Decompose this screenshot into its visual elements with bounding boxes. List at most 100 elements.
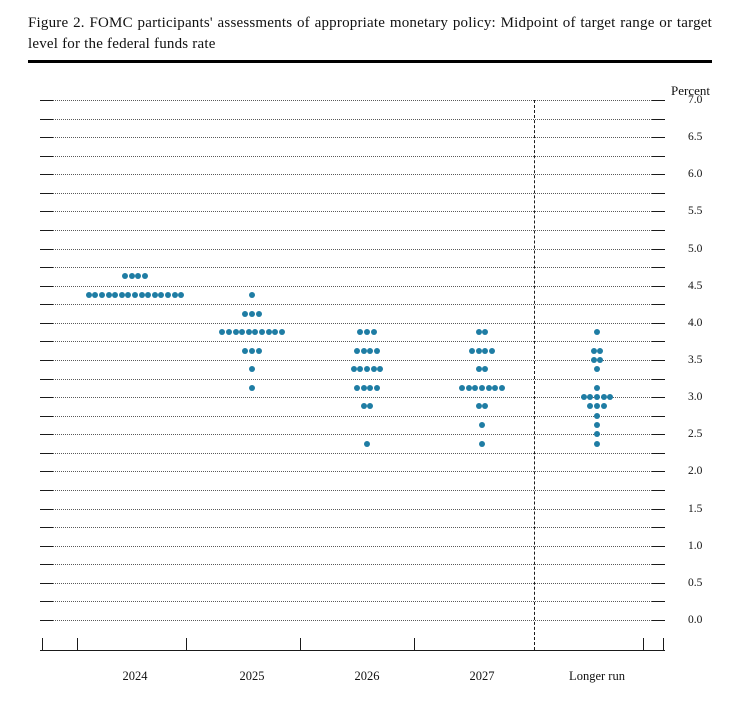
projection-dot <box>92 292 99 298</box>
projection-dot <box>364 366 370 373</box>
projection-dot <box>125 292 132 298</box>
projection-dot <box>465 384 472 391</box>
projection-dot <box>594 403 600 410</box>
y-axis-tick-label: 0.0 <box>688 614 703 626</box>
gridline-right-tick <box>652 322 665 324</box>
projection-dot <box>587 394 594 401</box>
projection-dot <box>219 329 226 336</box>
projection-dot <box>138 292 145 298</box>
gridline-left-tick <box>40 527 53 529</box>
projection-dot <box>479 384 485 391</box>
y-axis-tick-label: 5.0 <box>688 242 703 255</box>
projection-dot <box>594 412 600 419</box>
x-axis-line <box>40 650 665 651</box>
projection-dot <box>249 347 255 354</box>
projection-dot <box>580 394 587 401</box>
projection-dot <box>590 347 597 354</box>
title-rule <box>28 60 712 63</box>
gridline-right-tick <box>652 508 665 510</box>
projection-dot <box>272 329 279 336</box>
gridline-right-tick <box>652 452 665 454</box>
projection-dot <box>360 403 367 410</box>
gridline-left-tick <box>40 267 53 269</box>
y-axis-tick-label: 5.5 <box>688 205 703 218</box>
axis-tick <box>414 638 415 650</box>
projection-dot <box>482 366 489 373</box>
gridline-right-tick <box>652 582 665 584</box>
gridline-right-tick <box>652 620 665 621</box>
axis-tick <box>300 638 301 650</box>
projection-dot <box>475 347 482 354</box>
projection-dot <box>122 273 129 280</box>
projection-dot <box>594 431 600 438</box>
gridline-left-tick <box>40 304 53 306</box>
projection-dot <box>472 384 479 391</box>
gridline-left-tick <box>40 230 53 231</box>
gridline-right-tick <box>652 471 665 473</box>
gridline <box>53 452 652 454</box>
y-axis-tick-label: 1.5 <box>688 502 703 515</box>
gridline-right-tick <box>652 118 665 120</box>
gridline-right-tick <box>652 378 665 380</box>
gridline <box>53 360 652 361</box>
dot-plot-area <box>40 100 665 665</box>
projection-dot <box>178 292 185 298</box>
gridline-right-tick <box>652 360 665 361</box>
projection-dot <box>485 384 492 391</box>
projection-dot <box>482 347 489 354</box>
figure-title: Figure 2. FOMC participants' assessments… <box>28 15 712 52</box>
projection-dot <box>242 347 249 354</box>
gridline-left-tick <box>40 211 53 213</box>
projection-dot <box>99 292 105 298</box>
projection-dot <box>249 366 255 373</box>
projection-dot <box>498 384 505 391</box>
projection-dot <box>225 329 232 336</box>
projection-dot <box>128 273 135 280</box>
gridline <box>53 285 652 287</box>
gridline-right-tick <box>652 137 665 139</box>
projection-dot <box>373 347 380 354</box>
axis-tick <box>186 638 187 650</box>
gridline <box>53 100 652 101</box>
projection-dot <box>249 292 255 298</box>
projection-dot <box>360 384 367 391</box>
x-axis-category-label: 2025 <box>239 669 265 683</box>
y-axis-tick-label: 2.0 <box>688 465 703 478</box>
axis-tick <box>77 638 78 650</box>
gridline-right-tick <box>652 601 665 603</box>
y-axis-tick-label: 6.5 <box>688 131 703 144</box>
gridline <box>53 211 652 213</box>
gridline <box>53 155 652 157</box>
gridline-right-tick <box>652 490 665 491</box>
gridline-left-tick <box>40 508 53 510</box>
y-axis-tick-label: 3.0 <box>688 391 703 404</box>
gridline <box>53 508 652 510</box>
projection-dot <box>249 310 255 317</box>
gridline-left-tick <box>40 620 53 621</box>
projection-dot <box>252 329 259 336</box>
y-axis-unit-label: Percent <box>671 83 710 98</box>
gridline <box>53 582 652 584</box>
projection-dot <box>255 347 262 354</box>
projection-dot <box>249 384 255 391</box>
projection-dot <box>350 366 357 373</box>
projection-dot <box>85 292 92 298</box>
gridline <box>53 397 652 399</box>
projection-dot <box>354 384 361 391</box>
projection-dot <box>135 273 142 280</box>
projection-dot <box>165 292 171 298</box>
gridline <box>53 620 652 621</box>
gridline-right-tick <box>652 174 665 176</box>
gridline-left-tick <box>40 397 53 399</box>
gridline-right-tick <box>652 434 665 436</box>
gridline <box>53 322 652 324</box>
projection-dot <box>594 422 600 428</box>
gridline-left-tick <box>40 155 53 157</box>
axis-tick <box>663 638 664 650</box>
gridline-left-tick <box>40 545 53 547</box>
projection-dot <box>112 292 119 298</box>
projection-dot <box>171 292 178 298</box>
projection-dot <box>469 347 476 354</box>
projection-dot <box>151 292 158 298</box>
projection-dot <box>488 347 495 354</box>
